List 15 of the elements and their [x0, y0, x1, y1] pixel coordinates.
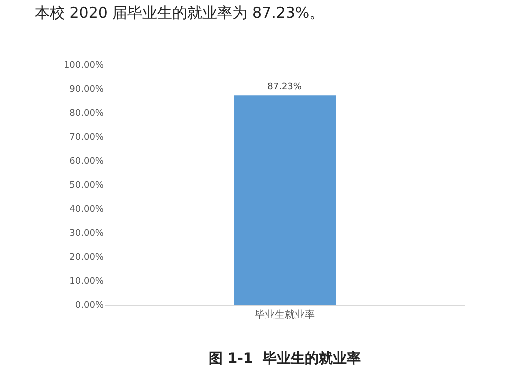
- caption: 图 1-1 毕业生的就业率: [209, 350, 361, 367]
- chart-title: 本校 2020 届毕业生的就业率为 87.23%。: [35, 4, 325, 22]
- y-tick-label: 100.00%: [64, 61, 104, 72]
- y-tick-label: 80.00%: [70, 109, 104, 120]
- y-tick-label: 30.00%: [70, 229, 104, 240]
- y-tick-label: 40.00%: [70, 205, 104, 216]
- y-tick-label: 20.00%: [70, 253, 104, 264]
- y-tick-label: 70.00%: [70, 133, 104, 144]
- x-tick-label: 毕业生就业率: [255, 309, 315, 321]
- y-tick-label: 60.00%: [70, 157, 104, 168]
- y-tick-label: 50.00%: [70, 181, 104, 192]
- y-tick-label: 10.00%: [70, 277, 104, 288]
- y-tick-label: 90.00%: [70, 85, 104, 96]
- data-label: 87.23%: [268, 82, 302, 93]
- y-tick-label: 0.00%: [75, 301, 104, 312]
